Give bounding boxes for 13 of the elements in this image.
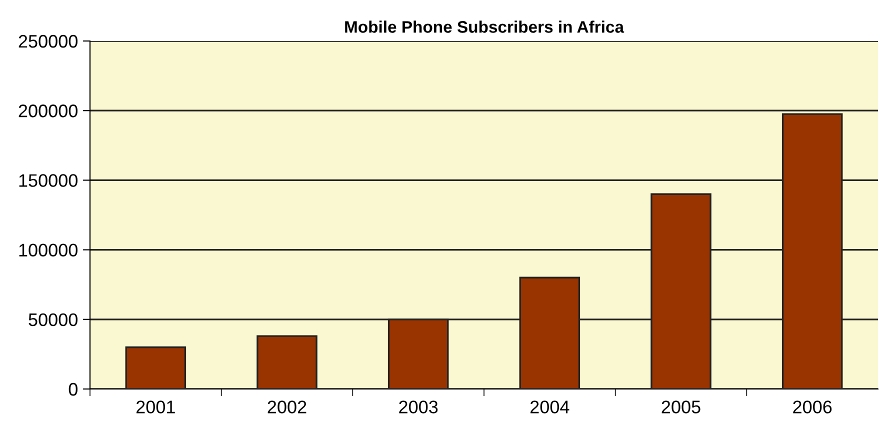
y-tick-label: 200000 <box>18 104 78 118</box>
x-tick-label: 2003 <box>399 400 438 414</box>
x-tick-label: 2004 <box>530 400 570 414</box>
y-tick-label: 150000 <box>19 174 78 187</box>
y-tick-label: 100000 <box>19 244 78 257</box>
y-tick-label: 0 <box>68 382 78 396</box>
chart-title: Mobile Phone Subscribers in Africa <box>345 20 624 33</box>
x-tick-label: 2002 <box>268 400 306 414</box>
y-tick-label: 250000 <box>18 34 78 48</box>
x-tick-label: 2001 <box>136 400 175 414</box>
x-tick-label: 2006 <box>793 400 832 414</box>
y-tick-label: 50000 <box>28 313 78 326</box>
x-tick-label: 2005 <box>662 400 700 414</box>
